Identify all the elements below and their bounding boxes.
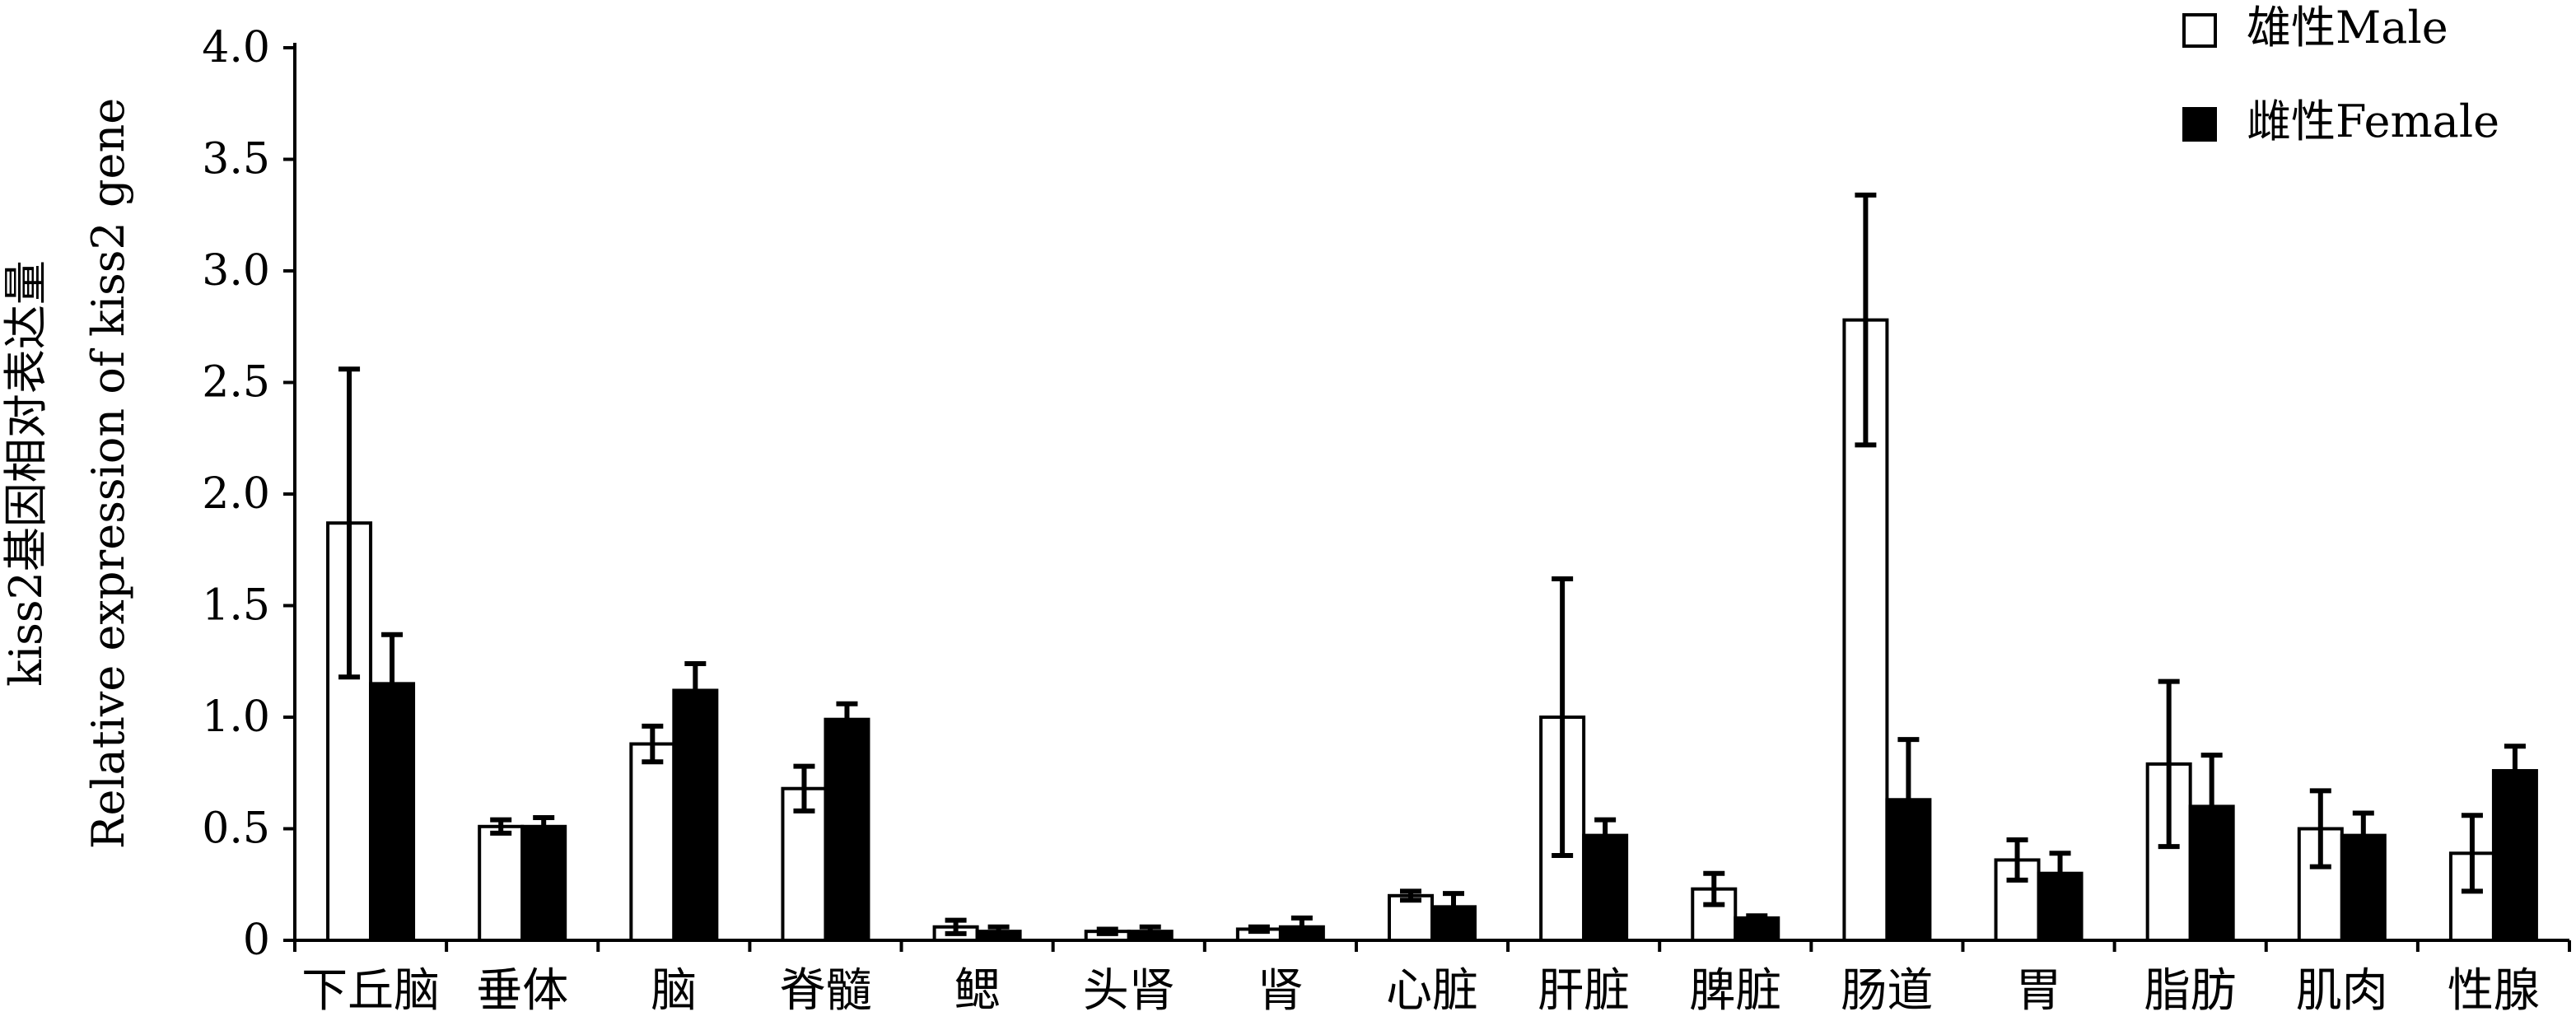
bar-male <box>629 742 676 943</box>
error-bar-female <box>1897 737 1920 863</box>
y-axis-label-line1: kiss2基因相对表达量 <box>0 260 52 687</box>
y-tick-label: 0 <box>243 916 270 965</box>
error-bar-male <box>2309 788 2331 869</box>
y-tick-label: 4.0 <box>202 23 270 72</box>
x-tick-label: 胃 <box>2016 964 2062 1018</box>
error-bar-male <box>793 763 815 814</box>
error-bar-male <box>1703 870 1725 907</box>
error-bar-male <box>945 917 967 936</box>
y-tick-label: 3.5 <box>202 135 270 184</box>
error-bar-female <box>533 814 555 838</box>
y-tick-label: 1.0 <box>202 692 270 742</box>
bars <box>326 192 2538 943</box>
y-tick-label: 2.0 <box>202 469 270 519</box>
x-tick-label: 下丘脑 <box>301 964 440 1018</box>
y-ticks: 0 0.5 1.0 1.5 2.0 2.5 3.0 3.5 4.0 <box>202 23 295 965</box>
legend: 雄性Male 雌性Female <box>2182 2 2499 147</box>
x-tick-label: 肌肉 <box>2296 964 2388 1018</box>
error-bar-female <box>1290 915 1313 939</box>
error-bar-male <box>338 366 361 680</box>
y-tick-label: 3.0 <box>202 246 270 296</box>
y-axis-label: kiss2基因相对表达量 Relative expression of kiss… <box>0 98 134 849</box>
error-bar-male <box>2158 678 2180 850</box>
error-bar-female <box>2200 753 2223 860</box>
error-bar-female <box>1139 924 1161 939</box>
error-bar-female <box>987 924 1010 939</box>
error-bar-male <box>1855 192 1877 448</box>
error-bar-female <box>1746 913 1768 923</box>
x-tick-label: 肠道 <box>1841 964 1933 1018</box>
x-tick-label: 肝脏 <box>1538 964 1630 1018</box>
error-bar-male <box>1400 888 1421 903</box>
x-tick-label: 鳃 <box>954 964 1001 1018</box>
error-bar-female <box>2049 851 2071 897</box>
bar-male <box>781 786 828 942</box>
x-tick-label: 头肾 <box>1083 964 1175 1018</box>
bar-female <box>2037 871 2084 942</box>
y-tick-label: 2.5 <box>202 358 270 408</box>
error-bar-male <box>1248 924 1270 935</box>
y-tick-label: 1.5 <box>202 581 270 631</box>
bar-female <box>672 688 719 942</box>
x-tick-label: 心脏 <box>1386 964 1478 1018</box>
bar-female <box>520 824 567 942</box>
legend-label-male: 雄性Male <box>2247 2 2448 54</box>
x-tick-label: 脑 <box>651 964 697 1018</box>
legend-label-female: 雌性Female <box>2247 96 2499 147</box>
error-bar-male <box>1552 576 1574 859</box>
x-tick-label: 脾脏 <box>1689 964 1781 1018</box>
x-tick-label: 性腺 <box>2448 964 2540 1018</box>
legend-swatch-female <box>2182 107 2217 142</box>
error-bar-male <box>1096 926 1118 936</box>
error-bar-male <box>2461 813 2483 894</box>
y-tick-label: 0.5 <box>202 804 270 854</box>
x-tick-label: 肾 <box>1258 964 1304 1018</box>
bar-female <box>2491 769 2538 942</box>
error-bar-male <box>642 723 664 765</box>
error-bar-female <box>381 632 404 735</box>
error-bar-female <box>1594 817 1617 854</box>
x-tick-label: 脂肪 <box>2144 964 2237 1018</box>
x-tick-label: 脊髓 <box>779 964 871 1018</box>
error-bar-female <box>2352 810 2374 860</box>
x-tick-labels: 下丘脑 垂体 脑 脊髓 鳃 头肾 肾 心脏 肝脏 脾脏 肠道 胃 脂肪 肌肉 性腺 <box>301 964 2540 1018</box>
x-tick-label: 垂体 <box>476 964 568 1018</box>
error-bar-female <box>1443 891 1464 923</box>
error-bar-male <box>2006 837 2028 883</box>
error-bar-female <box>2504 744 2526 798</box>
legend-swatch-male <box>2182 13 2217 48</box>
bar-male <box>478 824 525 942</box>
bar-female <box>824 717 870 943</box>
error-bar-female <box>836 701 858 738</box>
error-bar-female <box>684 660 707 720</box>
y-axis-label-line2: Relative expression of kiss2 gene <box>82 98 134 849</box>
error-bar-male <box>490 817 512 836</box>
